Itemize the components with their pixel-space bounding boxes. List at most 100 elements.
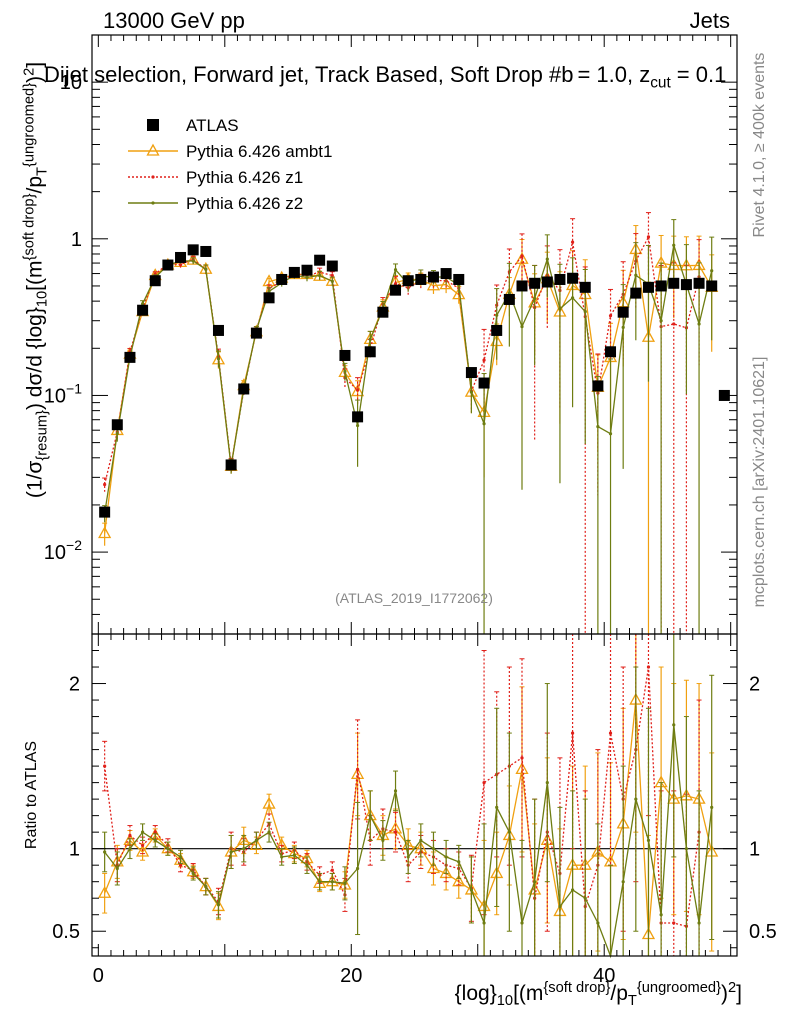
z1-ratio-point <box>153 830 157 834</box>
atlas-data-point <box>149 275 161 287</box>
z2-main-point <box>469 390 474 394</box>
z2-main-point <box>267 289 271 293</box>
xlabel-over: /p <box>610 982 628 1006</box>
atlas-data-point <box>238 383 250 395</box>
z2-ratio-point <box>166 847 170 851</box>
legend-z2-label: Pythia 6.426 z2 <box>186 194 303 213</box>
z2-ratio-point <box>684 847 689 851</box>
legend-z1-marker <box>151 175 155 179</box>
z1-ratio-point <box>355 767 360 772</box>
z2-ratio-point <box>507 830 511 834</box>
z1-ratio-point <box>140 843 145 847</box>
z1-ratio-point <box>178 863 183 867</box>
ambt1-ratio-point <box>262 796 276 809</box>
z1-main-point <box>570 240 575 244</box>
atlas-data-point <box>503 293 515 305</box>
ratio-y-tick-label-left: 2 <box>69 674 80 696</box>
z2-main-point <box>355 423 360 428</box>
atlas-data-point <box>592 380 604 392</box>
z1-ratio-line <box>103 666 700 928</box>
ratio-frame <box>91 633 738 957</box>
ylabel-sq: 2 <box>21 67 38 76</box>
ylabel-T: T <box>34 167 51 176</box>
ylabel-over: /p <box>23 176 47 194</box>
energy-label: 13000 GeV pp <box>103 8 245 33</box>
process-label: Jets <box>689 8 730 33</box>
ambt1-ratio-point <box>452 874 466 887</box>
z2-ratio-point <box>482 921 486 925</box>
z2-ratio-point <box>621 880 625 884</box>
z2-ratio-point <box>191 871 195 876</box>
z2-main-point <box>533 296 537 301</box>
x-axis-label: {log}10[(m{soft drop}/pT{ungroomed})2] <box>455 980 742 1009</box>
atlas-data-point <box>111 419 123 431</box>
atlas-data-point <box>668 277 680 289</box>
z2-ratio-point <box>469 888 474 892</box>
z1-ratio-point <box>128 833 132 838</box>
atlas-data-point <box>706 280 718 292</box>
atlas-data-point <box>453 273 465 285</box>
legend-atlas-marker <box>147 119 159 131</box>
z2-ratio-point <box>558 904 562 909</box>
z2-main-point <box>583 309 587 314</box>
z2-main-point <box>634 273 638 277</box>
z2-ratio-point <box>457 860 461 864</box>
z2-ratio-point <box>520 921 524 925</box>
plot-title-tail: = 0.1 <box>676 62 727 87</box>
xlabel-10: 10 <box>496 993 514 1010</box>
ratio-y-tick-label-right: 0.5 <box>749 921 777 943</box>
atlas-data-point <box>491 324 503 336</box>
ylabel-sd: {soft drop} <box>21 193 38 261</box>
atlas-data-point <box>162 259 174 271</box>
z2-main-point <box>659 319 663 323</box>
z2-main-point <box>216 357 221 361</box>
z2-ratio-point <box>419 838 423 843</box>
main-y-tick-label: 10−2 <box>44 537 82 564</box>
atlas-data-point <box>465 367 477 379</box>
x-tick-label: 0 <box>93 965 104 987</box>
atlas-data-point <box>390 284 402 296</box>
z2-main-point <box>570 296 575 300</box>
z2-ratio-point <box>444 855 448 859</box>
atlas-data-point <box>339 349 351 361</box>
z1-ratio-point <box>330 868 334 872</box>
z2-ratio-point <box>153 838 157 843</box>
z1-main-point <box>330 273 334 278</box>
y-tick-base: 10 <box>44 542 66 564</box>
ratio-y-axis-label: Ratio to ATLAS <box>23 740 40 850</box>
y-tick-base: 1 <box>71 229 82 251</box>
z2-ratio-point <box>381 838 385 843</box>
z2-ratio-point <box>672 723 676 727</box>
ylabel-prefix: (1/σ <box>23 460 47 499</box>
ambt1-main-point <box>439 277 453 290</box>
atlas-data-point <box>402 275 414 287</box>
z2-ratio-point <box>229 850 233 854</box>
z2-main-point <box>558 307 562 311</box>
plot-title-beta: = 1.0, z <box>577 62 651 87</box>
z2-ratio-point <box>103 850 107 854</box>
z2-ratio-point <box>115 866 119 871</box>
ambt1-ratio-point <box>350 767 365 780</box>
z2-ratio-point <box>292 853 296 857</box>
z2-main-point <box>672 243 676 247</box>
z2-ratio-point <box>495 805 499 809</box>
ylabel-end: ] <box>23 61 47 68</box>
atlas-data-point <box>263 292 275 304</box>
z2-main-point <box>393 268 398 272</box>
z2-main-point <box>697 322 701 326</box>
z1-ratio-point <box>570 731 575 735</box>
z1-main-point <box>103 482 107 487</box>
xlabel-sd: {soft drop} <box>543 980 611 996</box>
ambt1-main-point <box>452 287 466 300</box>
atlas-data-point <box>415 273 427 285</box>
ratio-panel-data <box>92 633 737 959</box>
atlas-data-point <box>314 254 326 266</box>
z2-ratio-point <box>216 903 221 907</box>
ylabel-tail: [(m <box>23 260 47 291</box>
legend-z1-label: Pythia 6.426 z1 <box>186 168 303 187</box>
z2-ratio-point <box>128 847 132 851</box>
atlas-data-point <box>200 245 212 257</box>
atlas-data-point <box>529 277 541 289</box>
z2-main-point <box>140 302 145 306</box>
